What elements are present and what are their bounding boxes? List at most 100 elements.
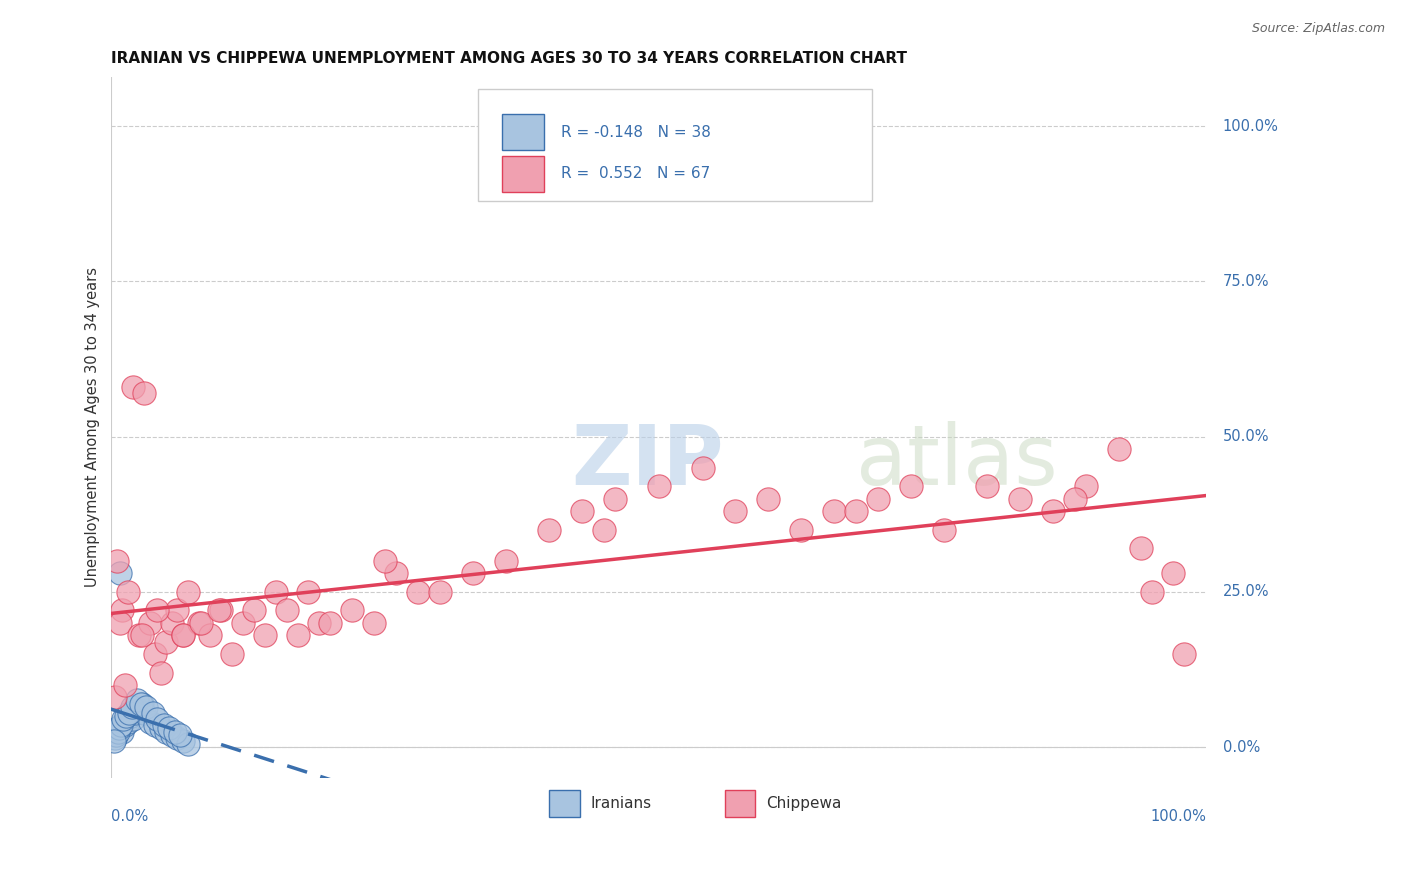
Point — [114, 709, 136, 723]
Point — [122, 712, 145, 726]
Point — [129, 697, 152, 711]
Point — [143, 647, 166, 661]
Point — [104, 731, 127, 745]
Point — [385, 566, 408, 581]
Point — [142, 706, 165, 720]
Point — [131, 628, 153, 642]
Text: 50.0%: 50.0% — [1223, 429, 1270, 444]
Point — [190, 615, 212, 630]
Point — [118, 706, 141, 720]
Point — [790, 523, 813, 537]
Point — [198, 628, 221, 642]
Point — [146, 603, 169, 617]
Point — [208, 603, 231, 617]
Bar — [550, 790, 581, 817]
Point — [153, 718, 176, 732]
Point — [1064, 491, 1087, 506]
Point — [172, 734, 194, 748]
Point — [188, 615, 211, 630]
Point — [571, 504, 593, 518]
Point — [232, 615, 254, 630]
Point — [276, 603, 298, 617]
Point — [128, 703, 150, 717]
Point — [866, 491, 889, 506]
Point — [177, 585, 200, 599]
Point — [172, 628, 194, 642]
Point — [1129, 541, 1152, 556]
Point — [221, 647, 243, 661]
Point — [104, 728, 127, 742]
Point — [108, 722, 131, 736]
Point — [114, 718, 136, 732]
Point — [110, 718, 132, 732]
Point — [287, 628, 309, 642]
Point — [159, 722, 181, 736]
Point — [134, 386, 156, 401]
Text: 0.0%: 0.0% — [1223, 739, 1260, 755]
Point — [117, 585, 139, 599]
Point — [374, 554, 396, 568]
Point — [297, 585, 319, 599]
Point — [823, 504, 845, 518]
Point — [932, 523, 955, 537]
Text: 0.0%: 0.0% — [111, 809, 149, 824]
Point — [976, 479, 998, 493]
Point — [756, 491, 779, 506]
Point — [107, 724, 129, 739]
Point — [900, 479, 922, 493]
Point — [1140, 585, 1163, 599]
Point — [122, 380, 145, 394]
Point — [342, 603, 364, 617]
Point — [1108, 442, 1130, 456]
Point — [692, 460, 714, 475]
Point — [124, 706, 146, 720]
Point — [319, 615, 342, 630]
Point — [121, 699, 143, 714]
Point — [264, 585, 287, 599]
Point — [648, 479, 671, 493]
Point — [112, 712, 135, 726]
Text: Iranians: Iranians — [591, 796, 652, 811]
Point — [103, 734, 125, 748]
Point — [177, 737, 200, 751]
Point — [1010, 491, 1032, 506]
Point — [120, 709, 142, 723]
Point — [111, 724, 134, 739]
Point — [1042, 504, 1064, 518]
Point — [1163, 566, 1185, 581]
Y-axis label: Unemployment Among Ages 30 to 34 years: Unemployment Among Ages 30 to 34 years — [86, 268, 100, 587]
Point — [160, 615, 183, 630]
Point — [149, 722, 172, 736]
Text: ZIP: ZIP — [571, 421, 724, 502]
Point — [406, 585, 429, 599]
Point — [135, 699, 157, 714]
Point — [138, 715, 160, 730]
Point — [1173, 647, 1195, 661]
Point — [724, 504, 747, 518]
Text: 100.0%: 100.0% — [1150, 809, 1206, 824]
Text: R = -0.148   N = 38: R = -0.148 N = 38 — [561, 125, 711, 139]
Point — [128, 628, 150, 642]
Point — [495, 554, 517, 568]
Text: Chippewa: Chippewa — [766, 796, 842, 811]
Point — [108, 615, 131, 630]
Point — [155, 724, 177, 739]
Point — [155, 634, 177, 648]
Point — [146, 712, 169, 726]
Point — [845, 504, 868, 518]
Point — [111, 603, 134, 617]
Point — [166, 731, 188, 745]
Point — [143, 718, 166, 732]
Point — [172, 628, 194, 642]
Text: 100.0%: 100.0% — [1223, 119, 1278, 134]
Bar — [724, 790, 755, 817]
Point — [160, 728, 183, 742]
Point — [149, 665, 172, 680]
Point — [1074, 479, 1097, 493]
Point — [593, 523, 616, 537]
Point — [166, 603, 188, 617]
Point — [163, 724, 186, 739]
Text: R =  0.552   N = 67: R = 0.552 N = 67 — [561, 167, 710, 181]
Text: 75.0%: 75.0% — [1223, 274, 1270, 289]
Text: IRANIAN VS CHIPPEWA UNEMPLOYMENT AMONG AGES 30 TO 34 YEARS CORRELATION CHART: IRANIAN VS CHIPPEWA UNEMPLOYMENT AMONG A… — [111, 51, 907, 66]
